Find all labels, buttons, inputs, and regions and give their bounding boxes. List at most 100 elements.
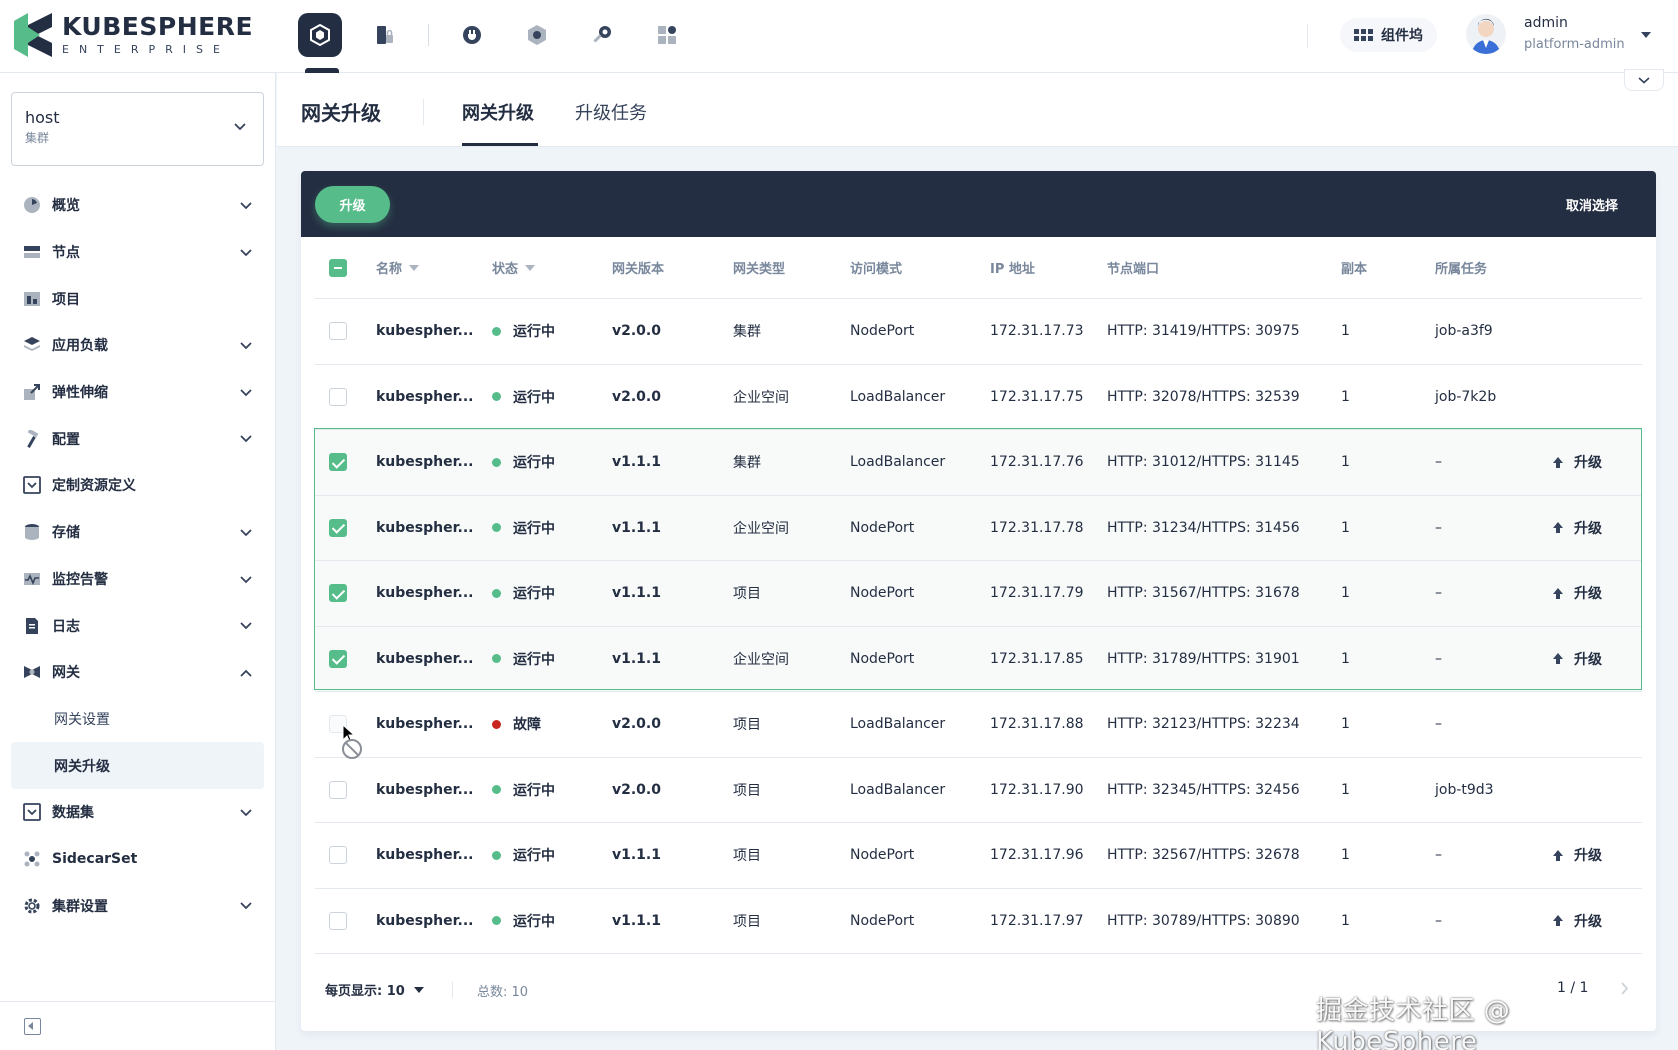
gateway-name[interactable]: kubespher... [376, 323, 474, 340]
sidebar-subitem[interactable]: 网关设置 [11, 696, 264, 743]
gateway-name[interactable]: kubespher... [376, 585, 474, 602]
sort-caret-icon[interactable] [409, 264, 420, 271]
gateway-name[interactable]: kubespher... [376, 650, 474, 667]
table-row[interactable]: kubespher... 运行中 v1.1.1 企业空间 NodePort 172.31.… [315, 626, 1642, 692]
wrench-icon[interactable] [580, 13, 624, 57]
server-icon [23, 243, 41, 261]
row-select-cell[interactable] [329, 430, 347, 495]
row-checkbox[interactable] [329, 846, 347, 865]
column-header-status[interactable]: 状态 [492, 237, 536, 298]
sidebar-item[interactable]: SidecarSet [11, 836, 264, 883]
workspace-lock-icon[interactable] [363, 13, 407, 57]
table-row[interactable]: kubespher... 运行中 v2.0.0 集群 NodePort 172.31.17… [315, 299, 1642, 365]
row-upgrade-button[interactable]: 升级 [1552, 430, 1602, 495]
gateway-name[interactable]: kubespher... [376, 912, 474, 929]
user-caret-icon[interactable] [1641, 32, 1651, 38]
table-row[interactable]: kubespher... 运行中 v1.1.1 项目 NodePort 172.31.17… [315, 823, 1642, 889]
sidebar-item[interactable]: 网关 [11, 649, 264, 696]
sidebar-item-label: SidecarSet [52, 850, 138, 867]
collapse-sidebar-icon[interactable] [24, 1018, 41, 1035]
filter-caret-icon[interactable] [525, 264, 536, 271]
row-checkbox[interactable] [329, 780, 347, 799]
row-select-cell[interactable] [329, 496, 347, 561]
cluster-cube-icon[interactable] [298, 13, 342, 57]
status-text: 运行中 [513, 389, 555, 406]
row-upgrade-button[interactable]: 升级 [1552, 496, 1602, 561]
sidebar-item[interactable]: 配置 [11, 415, 264, 462]
sidebar-item[interactable]: 项目 [11, 275, 264, 322]
table-row[interactable]: kubespher... 运行中 v2.0.0 项目 LoadBalancer 172.3… [315, 758, 1642, 823]
cluster-selector[interactable]: host 集群 [11, 92, 264, 166]
page-size-select[interactable]: 每页显示: 10 [325, 980, 424, 999]
row-select-cell[interactable] [329, 365, 347, 430]
row-checkbox[interactable] [329, 322, 347, 341]
sidebar-item[interactable]: 数据集 [11, 789, 264, 836]
row-select-cell[interactable] [329, 889, 347, 954]
components-button[interactable]: 组件坞 [1340, 18, 1437, 52]
row-select-cell[interactable] [329, 627, 347, 692]
ip-address: 172.31.17.78 [990, 519, 1084, 536]
gateway-name[interactable]: kubespher... [376, 454, 474, 471]
sidebar-item[interactable]: 监控告警 [11, 556, 264, 603]
row-upgrade-button[interactable]: 升级 [1552, 823, 1602, 888]
tab-upgrade-tasks[interactable]: 升级任务 [575, 103, 647, 124]
row-upgrade-button[interactable]: 升级 [1552, 627, 1602, 692]
row-checkbox[interactable] [329, 911, 347, 930]
gateway-name[interactable]: kubespher... [376, 847, 474, 864]
batch-upgrade-button[interactable]: 升级 [315, 186, 390, 223]
plug-icon[interactable] [450, 13, 494, 57]
gateway-name[interactable]: kubespher... [376, 716, 474, 733]
row-select-cell[interactable] [329, 758, 347, 823]
tab-gateway-upgrade[interactable]: 网关升级 [462, 103, 534, 124]
hexagon-icon[interactable] [515, 13, 559, 57]
sidebar-item-label: 节点 [52, 245, 80, 262]
status-cell: 故障 [492, 692, 541, 757]
table-row[interactable]: kubespher... 运行中 v1.1.1 集群 LoadBalancer 172.3… [315, 430, 1642, 496]
gateway-name[interactable]: kubespher... [376, 781, 474, 798]
status-text: 运行中 [513, 586, 555, 603]
gateway-version: v2.0.0 [612, 716, 661, 733]
sidebar-item-label: 项目 [52, 291, 80, 308]
row-checkbox[interactable] [329, 453, 347, 472]
sidebar-subitem[interactable]: 网关升级 [11, 742, 264, 789]
table-row[interactable]: kubespher... 故障 v2.0.0 项目 LoadBalancer 172.31… [315, 692, 1642, 758]
status-dot-icon [492, 392, 501, 402]
sidebar-item[interactable]: 弹性伸缩 [11, 369, 264, 416]
sidebar-item[interactable]: 日志 [11, 602, 264, 649]
sidebar-item[interactable]: 应用负载 [11, 322, 264, 369]
row-checkbox[interactable] [329, 518, 347, 537]
select-all-cell[interactable] [329, 237, 347, 298]
row-checkbox[interactable] [329, 584, 347, 603]
sidebar-item-label: 概览 [52, 198, 80, 215]
row-select-cell[interactable] [329, 823, 347, 888]
gateway-name[interactable]: kubespher... [376, 388, 474, 405]
next-page-icon[interactable] [1621, 982, 1629, 995]
table-row[interactable]: kubespher... 运行中 v1.1.1 项目 NodePort 172.31.17… [315, 561, 1642, 627]
column-header-name[interactable]: 名称 [376, 237, 420, 298]
sidebar-item[interactable]: 存储 [11, 509, 264, 556]
sidebar-item[interactable]: 概览 [11, 182, 264, 229]
status-dot-icon [492, 588, 501, 598]
sidebar-item[interactable]: 集群设置 [11, 882, 264, 929]
sidebar-item[interactable]: 定制资源定义 [11, 462, 264, 509]
row-checkbox[interactable] [329, 649, 347, 668]
chevron-down-icon [240, 805, 252, 821]
table-row[interactable]: kubespher... 运行中 v1.1.1 项目 NodePort 172.31.17… [315, 889, 1642, 954]
row-upgrade-button[interactable]: 升级 [1552, 561, 1602, 626]
collapse-header-button[interactable] [1624, 69, 1664, 91]
kubesphere-logo[interactable]: KUBESPHERE ENTERPRISE [14, 13, 253, 57]
row-upgrade-button[interactable]: 升级 [1552, 889, 1602, 954]
table-row[interactable]: kubespher... 运行中 v2.0.0 企业空间 LoadBalancer 172… [315, 365, 1642, 430]
gateway-name[interactable]: kubespher... [376, 519, 474, 536]
status-text: 运行中 [513, 848, 555, 865]
row-checkbox[interactable] [329, 387, 347, 406]
row-select-cell[interactable] [329, 299, 347, 364]
deselect-button[interactable]: 取消选择 [1565, 199, 1618, 214]
select-all-checkbox[interactable] [329, 258, 347, 277]
job-name: job-7k2b [1435, 388, 1497, 405]
app-grid-icon[interactable] [645, 13, 689, 57]
user-menu[interactable]: admin platform-admin [1466, 12, 1625, 56]
row-select-cell[interactable] [329, 561, 347, 626]
sidebar-item[interactable]: 节点 [11, 229, 264, 276]
table-row[interactable]: kubespher... 运行中 v1.1.1 企业空间 NodePort 172.31.… [315, 495, 1642, 561]
